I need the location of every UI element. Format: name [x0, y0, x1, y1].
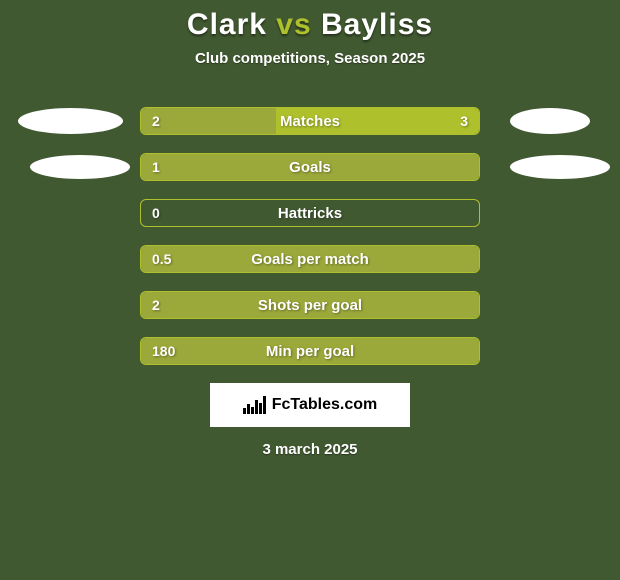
watermark: FcTables.com: [210, 383, 410, 427]
stat-row: Goals 1: [10, 153, 610, 181]
stat-label: Goals per match: [251, 251, 369, 268]
stat-label: Min per goal: [266, 343, 354, 360]
stat-value-left: 2: [152, 107, 160, 135]
stat-row: Matches 2 3: [10, 107, 610, 135]
stat-label: Shots per goal: [258, 297, 362, 314]
stat-row: Shots per goal 2: [10, 291, 610, 319]
player-photo-placeholder-left: [18, 108, 123, 134]
comparison-infographic: Clark vs Bayliss Club competitions, Seas…: [0, 0, 620, 580]
stat-row: Goals per match 0.5: [10, 245, 610, 273]
stat-value-left: 0: [152, 199, 160, 227]
page-title: Clark vs Bayliss: [0, 8, 620, 42]
player-photo-placeholder-left: [30, 155, 130, 179]
watermark-text: FcTables.com: [272, 396, 378, 414]
stat-value-left: 180: [152, 337, 175, 365]
stat-label: Hattricks: [278, 205, 342, 222]
stat-value-left: 0.5: [152, 245, 171, 273]
stat-value-right: 3: [460, 107, 468, 135]
stat-bar-left-fill: [141, 108, 276, 134]
stat-label: Matches: [280, 113, 340, 130]
stat-rows: Matches 2 3 Goals 1 Hattricks 0 Goals per match…: [10, 107, 610, 365]
title-player-right: Bayliss: [321, 8, 433, 41]
footer-date: 3 march 2025: [0, 441, 620, 458]
bar-chart-icon: [243, 396, 266, 414]
subtitle: Club competitions, Season 2025: [0, 50, 620, 67]
stat-row: Min per goal 180: [10, 337, 610, 365]
title-vs: vs: [276, 8, 311, 41]
title-player-left: Clark: [187, 8, 267, 41]
stat-value-left: 2: [152, 291, 160, 319]
stat-label: Goals: [289, 159, 331, 176]
stat-row: Hattricks 0: [10, 199, 610, 227]
stat-value-left: 1: [152, 153, 160, 181]
player-photo-placeholder-right: [510, 155, 610, 179]
player-photo-placeholder-right: [510, 108, 590, 134]
